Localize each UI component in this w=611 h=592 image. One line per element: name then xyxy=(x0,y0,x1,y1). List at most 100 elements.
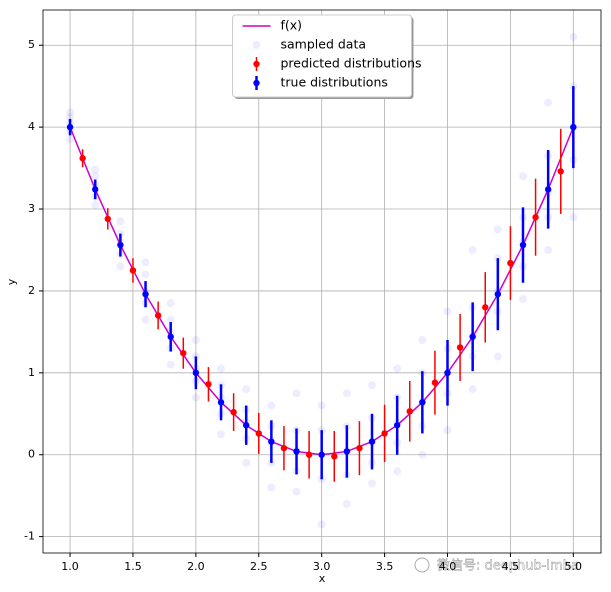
sample-point xyxy=(518,295,527,304)
legend-key xyxy=(252,41,261,49)
point-marker xyxy=(205,381,212,388)
point-marker xyxy=(519,241,527,249)
sample-point xyxy=(267,483,276,492)
sample-point xyxy=(66,108,75,117)
point-marker xyxy=(356,444,363,452)
point-marker xyxy=(268,438,275,445)
sample-point xyxy=(518,172,527,181)
point-marker xyxy=(305,451,313,458)
point-marker xyxy=(79,155,86,162)
legend-label: f(x) xyxy=(281,18,303,33)
point-marker xyxy=(532,214,539,221)
axes-frame xyxy=(42,9,602,554)
sample-point xyxy=(569,33,578,42)
point-marker xyxy=(419,399,426,406)
sample-point xyxy=(418,336,427,345)
sample-point xyxy=(91,165,100,174)
y-tick-label: 0 xyxy=(28,448,35,461)
point-marker xyxy=(318,451,325,458)
watermark: 微信号: deephub-imba xyxy=(437,559,579,574)
point-marker xyxy=(393,422,401,429)
y-tick-label: 5 xyxy=(28,38,35,51)
point-marker xyxy=(557,168,564,175)
point-marker xyxy=(293,448,300,455)
point-marker xyxy=(482,304,489,311)
point-marker xyxy=(431,379,439,386)
x-tick-label: 4.5 xyxy=(502,560,520,573)
sample-point xyxy=(191,336,200,345)
point-marker xyxy=(117,241,124,249)
sample-point xyxy=(544,98,553,107)
point-marker xyxy=(570,123,577,131)
x-tick-label: 1.0 xyxy=(61,560,79,573)
sample-point xyxy=(91,172,100,181)
sample-point xyxy=(292,487,301,496)
sample-point xyxy=(468,245,477,254)
point-marker xyxy=(142,290,149,298)
point-marker xyxy=(154,312,162,319)
sample-point xyxy=(393,364,402,373)
sample-point xyxy=(141,270,150,279)
sample-point xyxy=(66,113,75,122)
sample-point xyxy=(116,262,125,271)
point-marker xyxy=(180,349,187,357)
point-marker xyxy=(456,344,464,351)
sample-point xyxy=(166,315,175,324)
point-marker xyxy=(66,123,74,131)
point-marker xyxy=(406,408,413,415)
legend-label: predicted distributions xyxy=(281,56,422,71)
x-tick-label: 4.0 xyxy=(439,560,457,573)
point-marker xyxy=(444,369,451,377)
sample-point xyxy=(141,315,150,324)
y-tick-label: 4 xyxy=(28,120,35,133)
y-tick-label: 2 xyxy=(28,284,35,297)
sample-point xyxy=(393,467,402,476)
point-marker xyxy=(217,399,225,406)
x-tick-label: 5.0 xyxy=(565,560,583,573)
x-tick-label: 2.0 xyxy=(187,560,205,573)
point-marker xyxy=(129,267,137,274)
sample-point xyxy=(116,217,125,226)
sample-point xyxy=(493,225,502,234)
point-marker xyxy=(331,453,338,460)
y-tick-label: -1 xyxy=(24,530,35,543)
legend-key xyxy=(253,79,260,87)
point-marker xyxy=(255,430,262,437)
y-axis-label: y xyxy=(5,278,18,285)
x-tick-label: 2.5 xyxy=(250,560,268,573)
legend-key xyxy=(253,60,260,68)
x-tick-label: 3.5 xyxy=(376,560,394,573)
point-marker xyxy=(343,448,351,455)
sample-point xyxy=(368,479,377,488)
sample-point xyxy=(91,200,100,209)
point-marker xyxy=(92,186,99,193)
sample-point xyxy=(493,352,502,361)
sample-point xyxy=(569,213,578,222)
sample-point xyxy=(342,499,351,508)
sample-point xyxy=(292,389,301,398)
point-marker xyxy=(242,422,250,429)
y-tick-label: 1 xyxy=(28,366,35,379)
legend-label: true distributions xyxy=(281,75,388,90)
x-tick-label: 3.0 xyxy=(313,560,331,573)
sample-point xyxy=(141,258,150,267)
sample-point xyxy=(166,299,175,308)
legend-box xyxy=(232,14,412,98)
watermark-icon xyxy=(414,557,430,573)
sample-point xyxy=(368,381,377,390)
point-marker xyxy=(469,333,476,340)
sample-point xyxy=(191,393,200,402)
legend-label: sampled data xyxy=(281,37,367,52)
sample-point xyxy=(267,401,276,410)
sample-point xyxy=(217,430,226,439)
point-marker xyxy=(167,333,174,340)
point-marker xyxy=(494,290,502,298)
point-marker xyxy=(192,369,200,377)
sample-point xyxy=(443,307,452,316)
point-marker xyxy=(230,408,237,416)
sample-point xyxy=(317,401,326,410)
sample-point xyxy=(166,360,175,369)
sample-point xyxy=(342,389,351,398)
sample-point xyxy=(544,245,553,254)
